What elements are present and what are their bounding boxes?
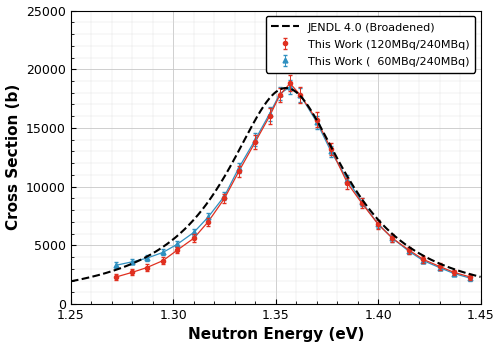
JENDL 4.0 (Broadened) xyxy=(330,147,336,151)
JENDL 4.0 (Broadened) xyxy=(68,279,74,283)
JENDL 4.0 (Broadened) xyxy=(306,105,312,110)
Y-axis label: Cross Section (b): Cross Section (b) xyxy=(6,84,20,230)
JENDL 4.0 (Broadened) xyxy=(478,275,484,279)
Legend: JENDL 4.0 (Broadened), This Work (120MBq/240MBq), This Work (  60MBq/240MBq): JENDL 4.0 (Broadened), This Work (120MBq… xyxy=(266,16,475,73)
JENDL 4.0 (Broadened) xyxy=(317,124,323,128)
JENDL 4.0 (Broadened) xyxy=(421,254,427,258)
JENDL 4.0 (Broadened) xyxy=(282,86,288,90)
JENDL 4.0 (Broadened) xyxy=(93,274,99,278)
X-axis label: Neutron Energy (eV): Neutron Energy (eV) xyxy=(188,327,364,342)
Line: JENDL 4.0 (Broadened): JENDL 4.0 (Broadened) xyxy=(71,88,480,281)
JENDL 4.0 (Broadened) xyxy=(379,222,385,226)
